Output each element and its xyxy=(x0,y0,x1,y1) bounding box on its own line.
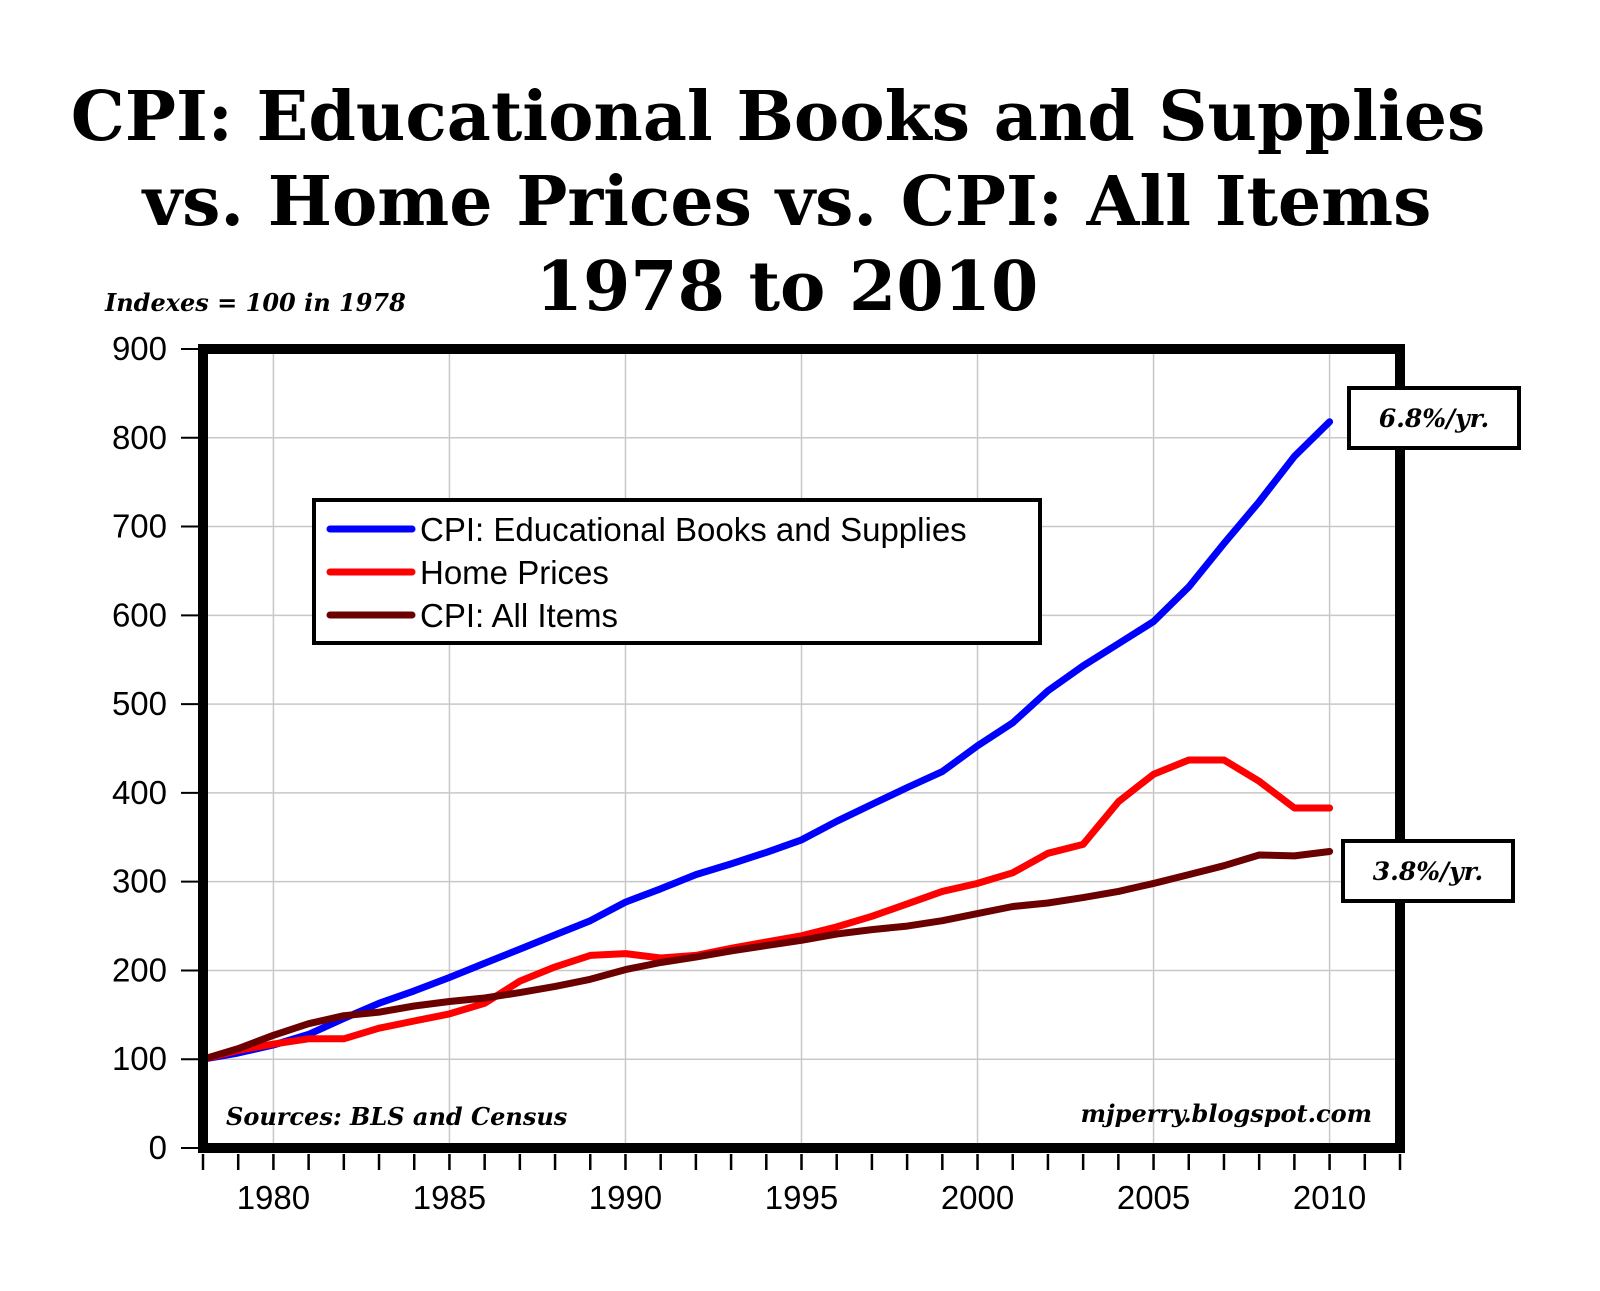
legend-label-books: CPI: Educational Books and Supplies xyxy=(420,511,967,548)
x-tick-label: 1985 xyxy=(413,1179,486,1216)
y-axis-label: Indexes = 100 in 1978 xyxy=(104,288,406,317)
series-lines xyxy=(199,418,1334,1063)
x-tick-label: 1990 xyxy=(589,1179,662,1216)
x-tick-label: 2010 xyxy=(1293,1179,1366,1216)
y-tick-label: 800 xyxy=(112,419,167,456)
chart-title-line-1: CPI: Educational Books and Supplies xyxy=(71,77,1486,157)
legend-label-home-prices: Home Prices xyxy=(420,554,609,591)
legend-box xyxy=(312,498,1042,645)
y-tick-label: 100 xyxy=(112,1040,167,1077)
x-tick-label: 2000 xyxy=(941,1179,1014,1216)
chart-title-line-3: 1978 to 2010 xyxy=(536,247,1039,327)
y-tick-label: 500 xyxy=(112,685,167,722)
callout-bottom-text: 3.8%/yr. xyxy=(1373,857,1484,886)
chart-title-line-2: vs. Home Prices vs. CPI: All Items xyxy=(141,162,1432,242)
y-tick-label: 600 xyxy=(112,596,167,633)
callout-top-box xyxy=(1347,386,1521,450)
legend-label-cpi-all: CPI: All Items xyxy=(420,597,618,634)
series-line-home-prices xyxy=(199,756,1334,1063)
series-line-cpi-all-items xyxy=(199,848,1334,1063)
y-tick-label: 300 xyxy=(112,863,167,900)
callout-top-text: 6.8%/yr. xyxy=(1379,404,1490,433)
plot-frame xyxy=(198,344,1405,1153)
series-line-cpi-educational-books-and-supplies xyxy=(199,418,1334,1063)
callout-bottom-box xyxy=(1341,839,1515,903)
x-tick-label: 2005 xyxy=(1117,1179,1190,1216)
callout-bottom-rate: 3.8%/yr. xyxy=(1341,839,1515,903)
website-note: mjperry.blogspot.com xyxy=(1081,1099,1372,1128)
sources-note: Sources: BLS and Census xyxy=(226,1102,568,1131)
y-tick-label: 0 xyxy=(149,1129,167,1166)
y-axis-ticks: 0 100 200 300 400 500 600 700 800 900 xyxy=(112,330,198,1166)
x-axis-ticks: 1980 1985 1990 1995 2000 2005 2010 xyxy=(201,1154,1402,1216)
x-tick-label: 1980 xyxy=(237,1179,310,1216)
y-tick-label: 900 xyxy=(112,330,167,367)
legend: CPI: Educational Books and Supplies Home… xyxy=(312,498,1042,645)
y-tick-label: 700 xyxy=(112,508,167,545)
x-tick-label: 1995 xyxy=(765,1179,838,1216)
y-tick-label: 200 xyxy=(112,951,167,988)
callout-top-rate: 6.8%/yr. xyxy=(1347,386,1521,450)
y-tick-label: 400 xyxy=(112,774,167,811)
